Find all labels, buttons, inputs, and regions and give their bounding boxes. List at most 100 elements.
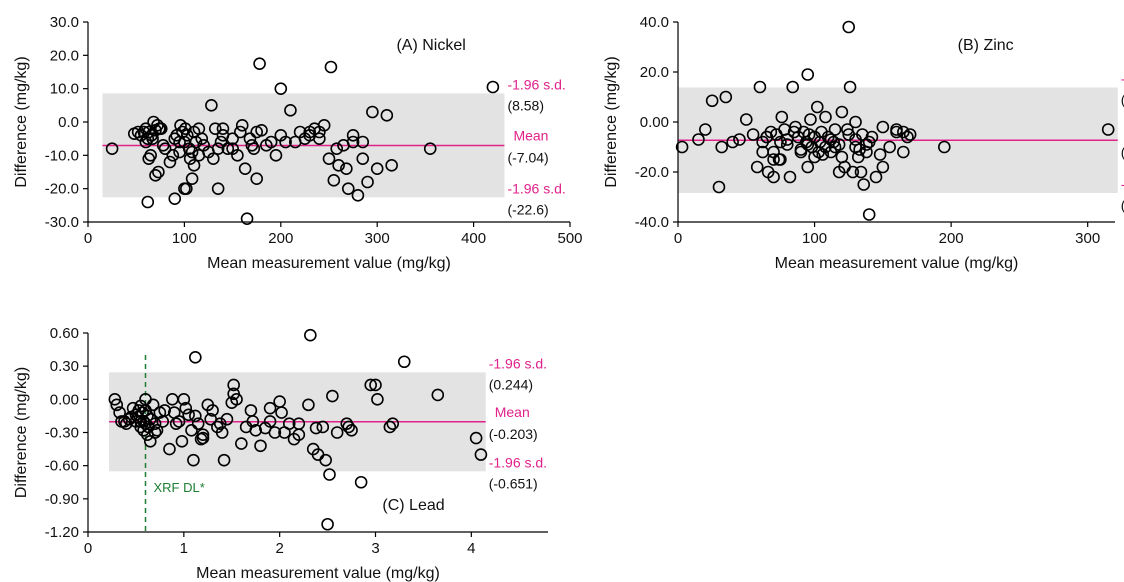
upper-limit-value: (13.8) bbox=[1121, 92, 1124, 108]
data-point bbox=[356, 152, 370, 165]
y-axis-label: Difference (mg/kg) bbox=[603, 56, 620, 187]
upper-limit-label: -1.96 s.d. bbox=[507, 76, 565, 92]
data-point bbox=[216, 122, 230, 135]
panel-lead: XRF DL* 0 1 2 3 4 -1.20 -0.90 -0.60 -0.30 0.00 0.30… bbox=[13, 325, 548, 582]
data-point bbox=[253, 57, 266, 70]
data-point bbox=[341, 182, 355, 195]
data-point bbox=[205, 99, 218, 112]
data-point bbox=[166, 149, 180, 162]
data-point bbox=[774, 153, 787, 166]
y-tick-label: 20.0 bbox=[50, 47, 79, 64]
data-point bbox=[835, 150, 849, 164]
x-tick-label: 500 bbox=[557, 230, 582, 247]
data-point bbox=[139, 122, 153, 135]
data-point bbox=[247, 142, 261, 155]
data-point bbox=[196, 428, 210, 442]
data-point bbox=[346, 135, 360, 149]
data-point bbox=[148, 417, 162, 430]
mean-value: (-7.04) bbox=[507, 149, 548, 165]
data-point bbox=[767, 170, 780, 184]
x-axis-label: Mean measurement value (mg/kg) bbox=[196, 565, 440, 582]
data-point bbox=[183, 152, 197, 165]
data-point bbox=[369, 378, 382, 392]
data-point bbox=[192, 149, 206, 162]
data-point bbox=[150, 423, 164, 437]
data-point bbox=[330, 426, 344, 439]
data-point bbox=[134, 420, 148, 434]
lower-limit-label: -1.96 s.d. bbox=[1121, 176, 1124, 192]
y-tick-label: -30.0 bbox=[45, 214, 79, 231]
data-point bbox=[361, 175, 374, 189]
data-point bbox=[180, 129, 194, 142]
y-tick-label: -40.0 bbox=[635, 214, 669, 231]
data-point bbox=[346, 129, 360, 142]
mean-label: Mean bbox=[495, 404, 530, 420]
y-axis-label: Difference (mg/kg) bbox=[13, 56, 30, 187]
data-point bbox=[828, 123, 842, 136]
y-tick-label: 0.30 bbox=[50, 358, 79, 375]
data-point bbox=[226, 142, 239, 155]
data-point bbox=[675, 140, 689, 154]
data-point bbox=[206, 404, 219, 417]
data-point bbox=[846, 165, 860, 179]
data-point bbox=[810, 100, 824, 114]
data-point bbox=[279, 135, 292, 149]
data-point bbox=[854, 165, 868, 179]
data-point bbox=[356, 135, 370, 149]
data-point bbox=[786, 80, 800, 94]
lower-limit-label: -1.96 s.d. bbox=[489, 454, 547, 470]
data-point bbox=[876, 120, 890, 134]
data-point bbox=[144, 149, 157, 162]
data-point bbox=[152, 165, 165, 179]
detection-limit-label: XRF DL* bbox=[154, 480, 205, 495]
data-point bbox=[316, 420, 330, 434]
data-point bbox=[324, 60, 338, 74]
y-tick-label: 0.00 bbox=[640, 114, 669, 131]
data-point bbox=[332, 159, 345, 172]
data-point bbox=[712, 180, 726, 194]
data-point bbox=[775, 110, 789, 124]
data-point bbox=[191, 417, 205, 430]
data-point bbox=[715, 140, 729, 154]
x-tick-label: 200 bbox=[268, 230, 293, 247]
data-point bbox=[330, 142, 344, 155]
data-point bbox=[238, 162, 252, 175]
data-point bbox=[726, 135, 739, 149]
data-point bbox=[177, 393, 191, 406]
data-point bbox=[282, 417, 296, 430]
data-point bbox=[105, 142, 119, 155]
data-point bbox=[154, 122, 168, 135]
x-tick-label: 100 bbox=[802, 230, 827, 247]
data-point bbox=[832, 138, 846, 151]
data-point bbox=[323, 468, 336, 481]
data-point bbox=[760, 130, 774, 144]
data-point bbox=[216, 129, 230, 142]
x-tick-label: 2 bbox=[275, 540, 283, 557]
mean-label: Mean bbox=[513, 127, 548, 143]
data-point bbox=[207, 152, 220, 165]
data-point bbox=[187, 453, 200, 467]
mean-value: (-7.29) bbox=[1121, 144, 1124, 160]
data-point bbox=[327, 174, 341, 187]
data-point bbox=[767, 153, 780, 166]
data-point bbox=[221, 142, 235, 155]
data-point bbox=[319, 453, 332, 467]
lower-limit-value: (-28.4) bbox=[1121, 197, 1124, 213]
data-point bbox=[163, 155, 177, 169]
y-tick-label: -0.60 bbox=[45, 458, 79, 475]
data-point bbox=[340, 162, 353, 175]
data-point bbox=[255, 124, 268, 137]
data-point bbox=[227, 378, 240, 392]
mean-value: (-0.203) bbox=[489, 426, 538, 442]
data-point bbox=[172, 415, 186, 428]
x-tick-label: 4 bbox=[467, 540, 475, 557]
data-point bbox=[180, 182, 193, 195]
data-point bbox=[146, 132, 159, 145]
y-tick-label: 10.0 bbox=[50, 81, 79, 98]
y-tick-label: 0.60 bbox=[50, 325, 79, 342]
data-point bbox=[158, 142, 172, 155]
x-tick-label: 100 bbox=[172, 230, 197, 247]
upper-limit-label: -1.96 s.d. bbox=[489, 355, 547, 371]
data-point bbox=[263, 401, 277, 415]
upper-limit-value: (0.244) bbox=[489, 376, 533, 392]
